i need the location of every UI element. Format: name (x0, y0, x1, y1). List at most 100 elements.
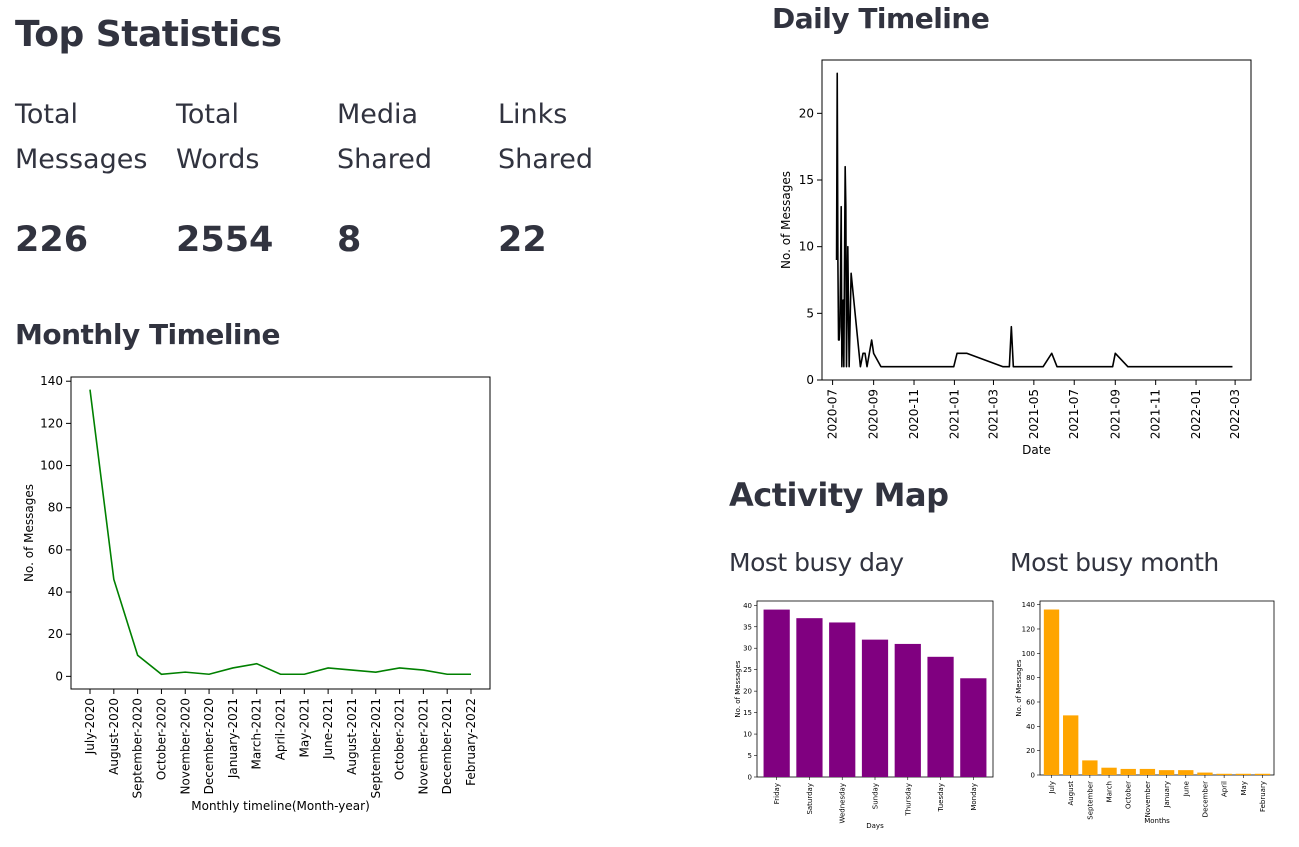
busy-day-bar (861, 639, 889, 777)
busy-day-ytick-label: 25 (743, 666, 752, 674)
busy-month-ytick-label: 20 (1026, 747, 1035, 755)
monthly-xtick-label: October-2020 (154, 698, 168, 780)
page-title: Top Statistics (15, 14, 282, 55)
monthly-xtick-label: June-2021 (321, 698, 335, 760)
busy-day-xtick-label: Thursday (904, 783, 912, 817)
busy-month-bar (1216, 773, 1232, 775)
busy-month-xtick-label: January (1163, 781, 1171, 809)
daily-xlabel: Date (1022, 443, 1051, 457)
busy-month-bar (1139, 768, 1156, 775)
busy-day-ylabel: No. of Messages (734, 660, 742, 717)
busy-month-xtick-label: December (1201, 781, 1209, 817)
busy-day-bar (894, 643, 921, 777)
daily-plot-frame (821, 59, 1252, 381)
busy-day-xtick-label: Friday (773, 783, 781, 804)
monthly-ytick-label: 140 (40, 374, 63, 388)
busy-month-ytick-label: 100 (1022, 650, 1035, 658)
busy-month-ytick-label: 80 (1026, 674, 1035, 682)
monthly-xtick-label: March-2021 (250, 698, 264, 769)
busy-month-bar (1158, 770, 1175, 775)
metric-value-total-words: 2554 (176, 220, 274, 260)
busy-month-xlabel: Months (1144, 817, 1170, 825)
daily-xtick-label: 2021-05 (1027, 389, 1041, 439)
monthly-xtick-label: December-2020 (202, 698, 216, 794)
daily-xtick-label: 2021-03 (986, 389, 1000, 439)
busy-day-bar (763, 609, 790, 777)
daily-xtick-label: 2021-11 (1149, 389, 1163, 439)
busy-day-ytick-label: 5 (748, 752, 752, 760)
busy-day-xlabel: Days (866, 822, 884, 830)
busy-day-bar (796, 618, 823, 777)
metric-value-links-shared: 22 (498, 220, 547, 260)
busy-month-xtick-label: September (1086, 781, 1094, 820)
busy-day-ytick-label: 0 (748, 774, 752, 782)
daily-ytick-label: 20 (799, 106, 814, 120)
busy-day-xtick-label: Tuesday (937, 783, 945, 812)
busy-day-xtick-label: Monday (970, 783, 978, 811)
daily-xtick-label: 2022-01 (1189, 389, 1203, 439)
monthly-xtick-label: November-2020 (178, 698, 192, 795)
monthly-xtick-label: August-2021 (345, 698, 359, 775)
busy-day-ytick-label: 10 (743, 731, 752, 739)
monthly-timeline-heading: Monthly Timeline (15, 318, 280, 351)
daily-timeline-heading: Daily Timeline (772, 2, 990, 35)
metric-label-total-words: Total Words (176, 99, 260, 175)
busy-day-ytick-label: 35 (743, 623, 752, 631)
busy-month-heading: Most busy month (1010, 548, 1219, 577)
monthly-xtick-label: November-2021 (416, 698, 430, 795)
monthly-xlabel: Monthly timeline(Month-year) (191, 799, 370, 813)
busy-month-ytick-label: 0 (1031, 772, 1035, 780)
monthly-xtick-label: February-2022 (464, 698, 478, 786)
metric-label-links-shared: Links Shared (498, 99, 594, 175)
busy-day-xtick-label: Sunday (872, 783, 880, 809)
busy-day-bar (927, 656, 954, 777)
daily-xtick-label: 2020-07 (826, 389, 840, 439)
metric-label-media-shared: Media Shared (337, 99, 433, 175)
busy-month-xtick-label: April (1221, 781, 1229, 797)
daily-ylabel: No. of Messages (779, 171, 793, 269)
busy-month-bar (1120, 768, 1136, 775)
monthly-xtick-label: April-2021 (274, 698, 288, 760)
monthly-xtick-label: May-2021 (297, 698, 311, 757)
busy-month-xtick-label: March (1106, 781, 1114, 802)
busy-month-bar (1178, 770, 1194, 775)
busy-month-bar (1082, 760, 1098, 775)
monthly-ytick-label: 60 (48, 543, 63, 557)
busy-month-bar (1235, 773, 1251, 775)
daily-series-line (835, 72, 1233, 368)
busy-month-bar (1063, 715, 1079, 775)
monthly-ytick-label: 40 (48, 585, 63, 599)
busy-month-xtick-label: August (1067, 781, 1075, 806)
monthly-ytick-label: 100 (40, 459, 63, 473)
busy-month-ytick-label: 120 (1022, 625, 1035, 633)
daily-ytick-label: 0 (806, 373, 814, 387)
daily-xtick-label: 2021-09 (1108, 389, 1122, 439)
busy-day-ytick-label: 20 (743, 688, 752, 696)
daily-xtick-label: 2020-11 (907, 389, 921, 439)
monthly-ytick-label: 20 (48, 627, 63, 641)
monthly-xtick-label: October-2021 (393, 698, 407, 780)
busy-day-xtick-label: Saturday (806, 783, 814, 815)
monthly-xtick-label: December-2021 (440, 698, 454, 794)
metric-value-total-messages: 226 (15, 220, 89, 260)
busy-month-xtick-label: June (1182, 781, 1190, 797)
busy-month-xtick-label: October (1125, 781, 1133, 809)
metric-label-total-messages: Total Messages (15, 99, 148, 175)
monthly-xtick-label: September-2020 (131, 698, 145, 798)
monthly-xtick-label: January-2021 (226, 698, 240, 779)
busy-day-heading: Most busy day (729, 548, 904, 577)
busy-day-ytick-label: 40 (743, 602, 752, 610)
busy-month-xtick-label: November (1144, 781, 1152, 818)
daily-ytick-label: 10 (799, 240, 814, 254)
busy-month-xtick-label: February (1259, 781, 1267, 812)
daily-xtick-label: 2021-07 (1067, 389, 1081, 439)
busy-month-bar (1101, 767, 1117, 775)
daily-ytick-label: 15 (799, 173, 814, 187)
busy-day-ytick-label: 15 (743, 709, 752, 717)
busy-month-xtick-label: July (1048, 781, 1056, 795)
monthly-series-line (89, 389, 471, 676)
monthly-xtick-label: September-2021 (369, 698, 383, 798)
daily-xtick-label: 2021-01 (947, 389, 961, 439)
daily-ytick-label: 5 (806, 306, 814, 320)
